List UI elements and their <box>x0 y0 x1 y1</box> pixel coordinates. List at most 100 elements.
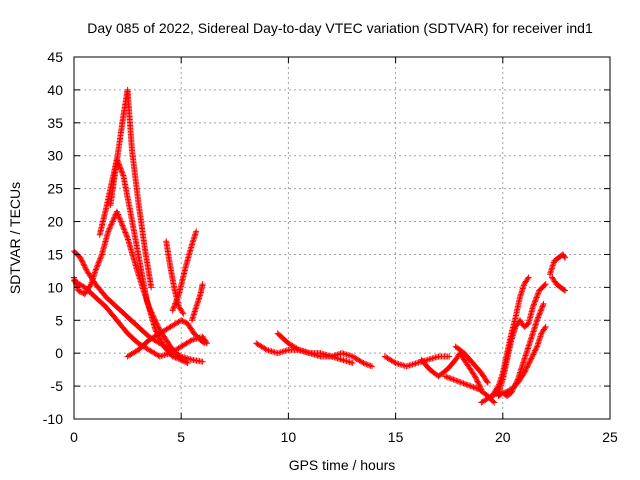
y-tick-label: 45 <box>47 49 63 65</box>
data-point <box>122 230 129 237</box>
data-point <box>175 355 182 362</box>
data-point <box>483 378 490 385</box>
data-point <box>446 353 453 360</box>
data-point <box>473 377 480 384</box>
data-point <box>364 361 371 368</box>
data-point <box>454 378 461 385</box>
data-point <box>536 311 543 318</box>
data-point <box>110 215 117 222</box>
data-point <box>173 296 180 303</box>
data-point <box>80 260 87 267</box>
data-point <box>117 216 124 223</box>
data-point <box>450 376 457 383</box>
series-arc-i <box>188 281 206 324</box>
data-point <box>82 265 89 272</box>
data-point <box>471 384 478 391</box>
data-point <box>118 221 125 228</box>
data-point <box>530 301 537 308</box>
data-point <box>471 373 478 380</box>
data-point <box>122 229 129 236</box>
data-point <box>78 256 85 263</box>
data-point <box>124 233 131 240</box>
y-tick-label: 15 <box>47 246 63 262</box>
data-point <box>95 259 102 266</box>
data-point <box>116 215 123 222</box>
data-point <box>77 288 84 295</box>
data-point <box>294 346 301 353</box>
data-point <box>535 314 542 321</box>
data-point <box>200 339 207 346</box>
series-arc-s <box>501 323 549 396</box>
series-arc-n <box>441 373 498 406</box>
data-point <box>180 358 187 365</box>
data-point <box>116 214 123 221</box>
data-point <box>532 297 539 304</box>
data-point <box>107 222 114 229</box>
data-point <box>561 253 568 260</box>
data-point <box>116 162 123 169</box>
data-point <box>178 317 185 324</box>
data-point <box>120 223 127 230</box>
data-point <box>94 263 101 270</box>
data-point <box>117 165 124 172</box>
data-point <box>541 325 548 332</box>
data-point <box>107 224 114 231</box>
data-point <box>561 287 568 294</box>
data-point <box>524 363 531 370</box>
data-point <box>446 374 453 381</box>
data-point <box>474 378 481 385</box>
data-point <box>489 392 496 399</box>
y-tick-labels: -10 -5 0 5 10 15 20 25 30 35 40 45 <box>43 49 63 427</box>
data-point <box>542 281 549 288</box>
data-point <box>466 382 473 389</box>
data-point <box>173 355 180 362</box>
data-point <box>520 371 527 378</box>
data-point <box>456 378 463 385</box>
series-arc-t <box>546 251 568 278</box>
data-point <box>170 304 177 311</box>
data-point <box>174 295 181 302</box>
data-point <box>529 352 536 359</box>
data-point <box>187 337 194 344</box>
data-point <box>78 257 85 264</box>
data-point <box>453 377 460 384</box>
data-point <box>467 383 474 390</box>
data-point <box>97 254 104 261</box>
data-point <box>180 310 187 317</box>
data-point <box>473 375 480 382</box>
data-point <box>87 282 94 289</box>
data-point <box>542 323 549 330</box>
data-point <box>110 217 117 224</box>
data-point <box>490 392 497 399</box>
data-point <box>538 306 545 313</box>
data-point <box>470 384 477 391</box>
data-point <box>540 300 547 307</box>
data-point <box>176 356 183 363</box>
data-point <box>118 168 125 175</box>
series-arc-d <box>96 156 185 363</box>
data-point <box>459 379 466 386</box>
axis-ticks <box>73 56 611 420</box>
x-tick-label: 20 <box>495 429 511 445</box>
y-axis-label: SDTVAR / TECUs <box>7 182 23 294</box>
data-point <box>523 364 530 371</box>
data-point <box>457 379 464 386</box>
data-point <box>96 258 103 265</box>
data-point <box>525 362 532 369</box>
data-point <box>532 346 539 353</box>
data-point <box>262 346 269 353</box>
data-point <box>528 354 535 361</box>
data-point <box>159 340 166 347</box>
data-point <box>527 358 534 365</box>
data-point <box>528 355 535 362</box>
data-point <box>526 359 533 366</box>
data-point <box>539 303 546 310</box>
y-tick-label: -5 <box>51 378 64 394</box>
data-point <box>178 356 185 363</box>
data-point <box>475 381 482 388</box>
data-point <box>523 365 530 372</box>
data-point <box>461 380 468 387</box>
data-point <box>349 360 356 367</box>
data-point <box>537 307 544 314</box>
data-point <box>93 265 100 272</box>
